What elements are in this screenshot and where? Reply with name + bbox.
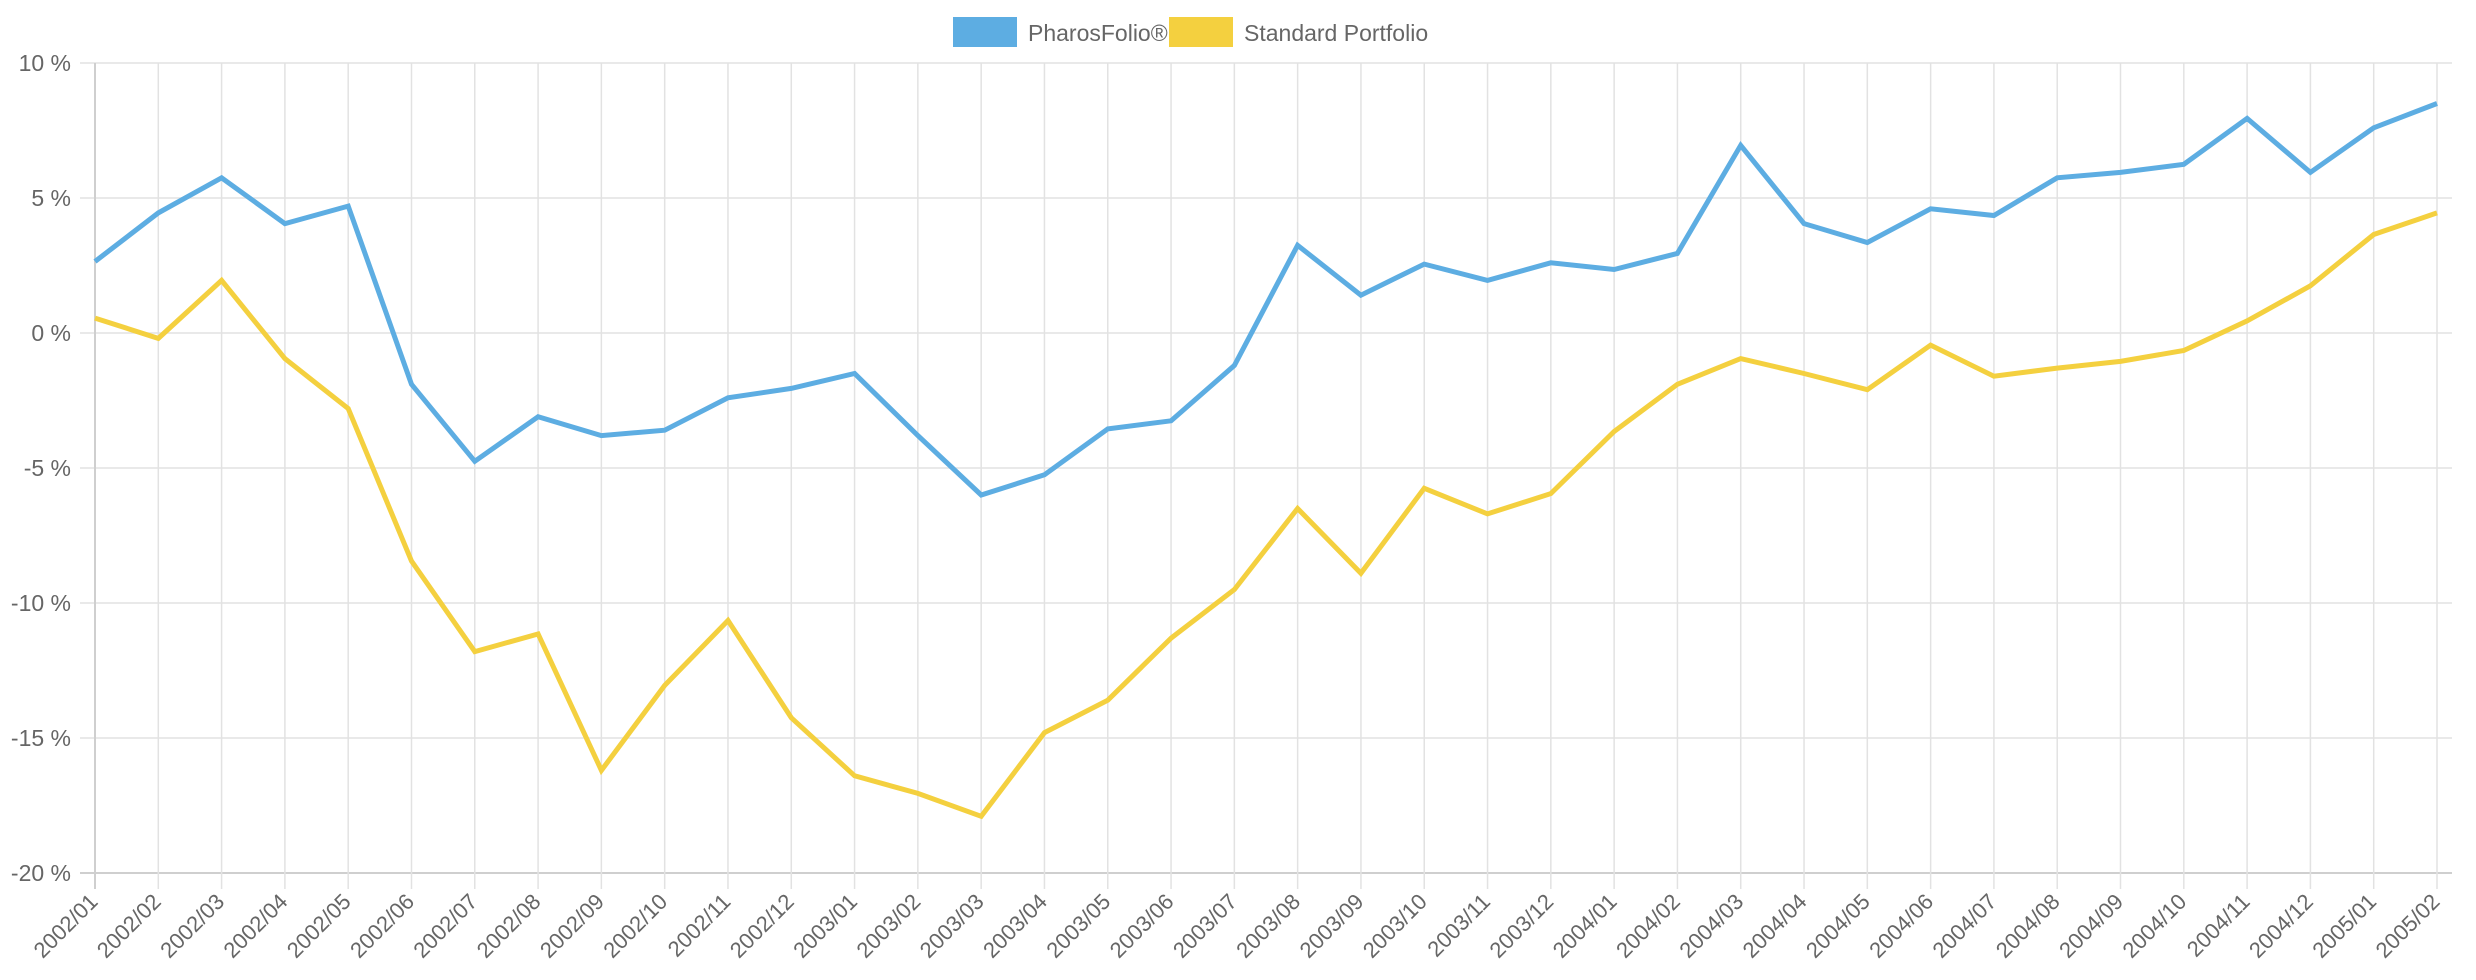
x-tick-label: 2002/02 <box>92 889 166 963</box>
x-tick-label: 2002/06 <box>345 889 419 963</box>
grid <box>80 62 2452 889</box>
x-tick-label: 2003/05 <box>1041 889 1115 963</box>
series-line-standard-portfolio <box>94 210 2438 820</box>
x-tick-label: 2002/09 <box>535 889 609 963</box>
x-tick-label: 2003/03 <box>915 889 989 963</box>
x-tick-label: 2002/07 <box>408 889 482 963</box>
y-tick-label: 10 % <box>19 50 71 76</box>
y-tick-label: -15 % <box>11 725 71 751</box>
x-tick-label: 2003/02 <box>851 889 925 963</box>
x-tick-label: 2002/01 <box>29 889 103 963</box>
x-tick-label: 2002/10 <box>598 889 672 963</box>
x-tick-label: 2004/06 <box>1864 889 1938 963</box>
y-tick-label: -10 % <box>11 590 71 616</box>
legend-swatch <box>1169 17 1233 47</box>
x-tick-label: 2004/03 <box>1674 889 1748 963</box>
x-tick-label: 2003/10 <box>1358 889 1432 963</box>
legend-swatch <box>953 17 1017 47</box>
x-tick-label: 2003/08 <box>1231 889 1305 963</box>
x-tick-label: 2004/07 <box>1928 889 2002 963</box>
x-tick-label: 2003/04 <box>978 889 1052 963</box>
x-tick-label: 2004/11 <box>2182 889 2255 962</box>
x-tick-label: 2004/05 <box>1801 889 1875 963</box>
x-tick-label: 2002/11 <box>663 889 736 962</box>
legend-label: PharosFolio® 1 <box>1028 20 1187 46</box>
x-tick-label: 2004/10 <box>2117 889 2191 963</box>
x-tick-label: 2003/01 <box>788 889 862 963</box>
x-tick-label: 2004/01 <box>1548 889 1622 963</box>
y-tick-label: 0 % <box>31 320 71 346</box>
series-lines <box>93 101 2438 820</box>
x-tick-label: 2004/08 <box>1991 889 2065 963</box>
x-tick-label: 2004/12 <box>2244 889 2318 963</box>
x-tick-label: 2002/12 <box>725 889 799 963</box>
x-tick-label: 2003/09 <box>1295 889 1369 963</box>
series-line-pharosfolio <box>93 101 2438 498</box>
x-tick-label: 2004/04 <box>1738 889 1812 963</box>
x-tick-label: 2002/03 <box>155 889 229 963</box>
x-tick-label: 2004/02 <box>1611 889 1685 963</box>
x-tick-label: 2002/08 <box>472 889 546 963</box>
y-axis: 10 % 5 % 0 % -5 % -10 % -15 % -20 % <box>11 50 71 886</box>
x-tick-label: 2003/11 <box>1422 889 1495 962</box>
x-tick-label: 2005/02 <box>2371 889 2445 963</box>
x-tick-label: 2002/04 <box>219 889 293 963</box>
y-tick-label: 5 % <box>31 185 71 211</box>
y-tick-label: -20 % <box>11 860 71 886</box>
x-tick-label: 2003/12 <box>1484 889 1558 963</box>
legend-label: Standard Portfolio <box>1244 20 1428 46</box>
x-tick-label: 2005/01 <box>2307 889 2381 963</box>
x-tick-label: 2002/05 <box>282 889 356 963</box>
x-tick-label: 2003/07 <box>1168 889 1242 963</box>
x-tick-label: 2003/06 <box>1105 889 1179 963</box>
x-axis: 2002/012002/022002/032002/042002/052002/… <box>29 889 2445 963</box>
y-tick-label: -5 % <box>24 455 71 481</box>
legend: PharosFolio® 1 Standard Portfolio <box>953 17 1428 47</box>
x-tick-label: 2004/09 <box>2054 889 2128 963</box>
